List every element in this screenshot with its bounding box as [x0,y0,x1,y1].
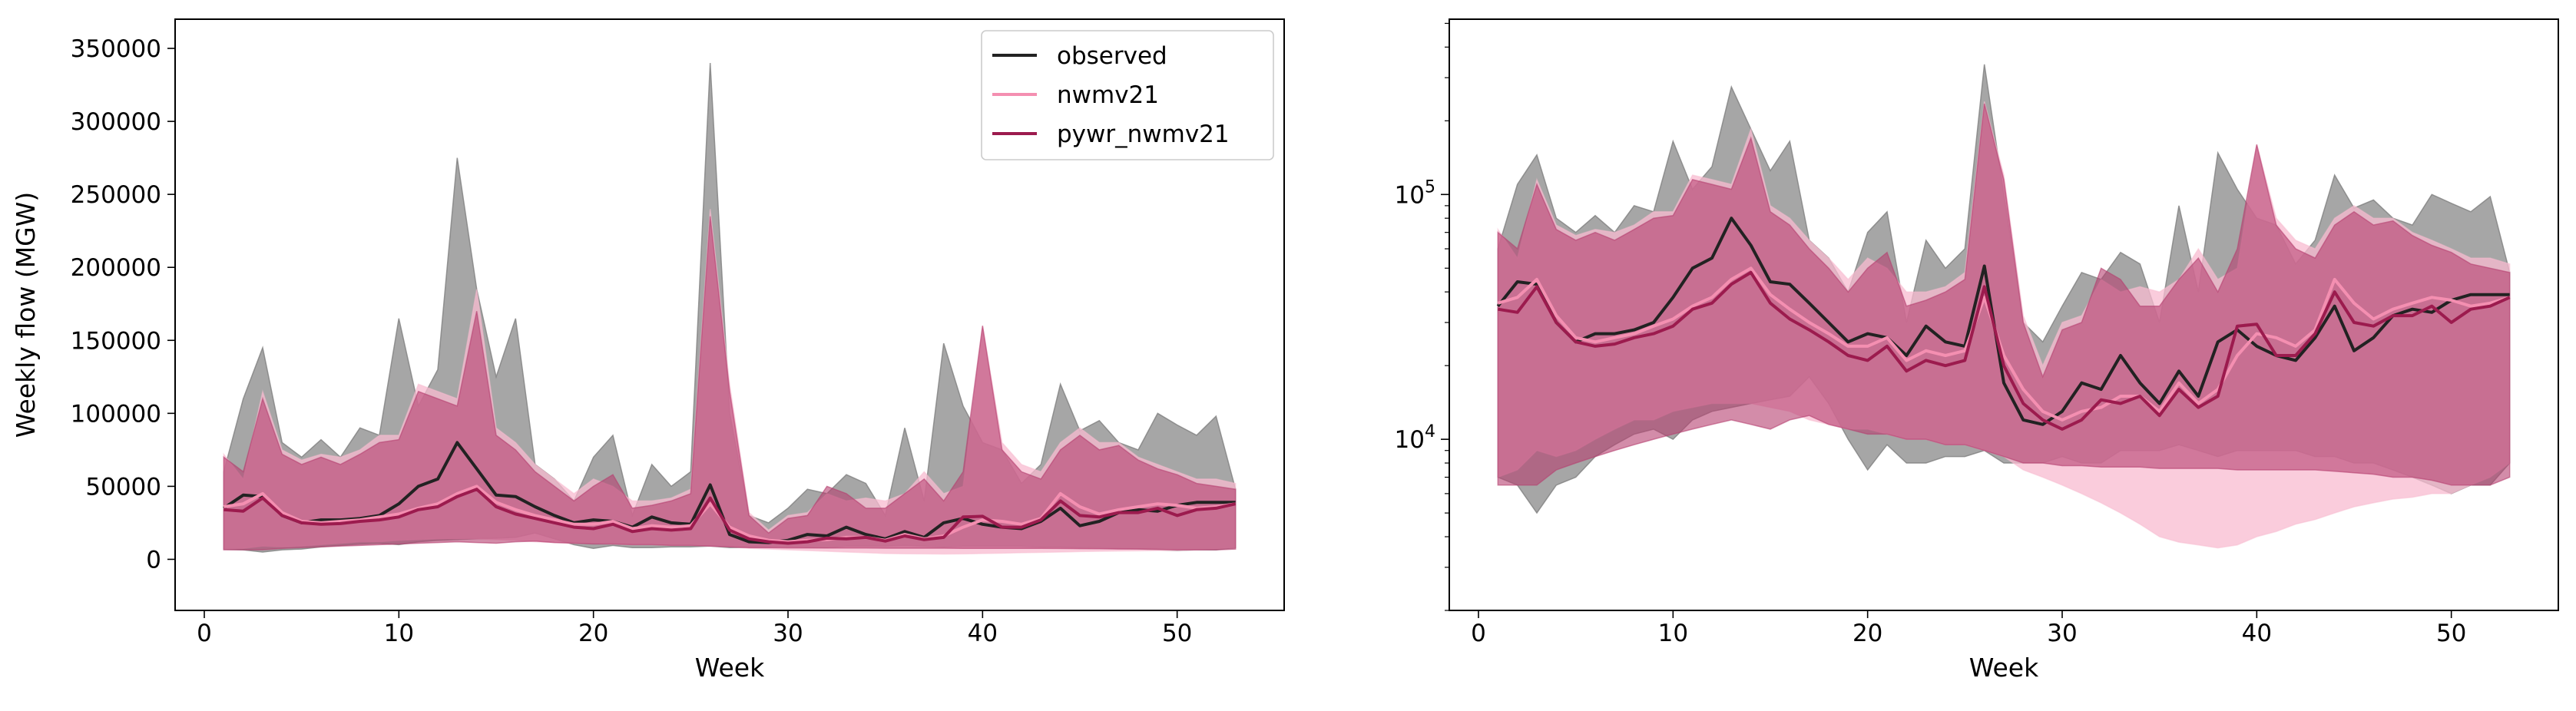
y-tick-label: 50000 [85,473,161,501]
y-tick-label: 0 [146,546,161,574]
x-tick-label: 10 [384,620,414,647]
x-tick-label: 30 [773,620,803,647]
nwmv21-line [1497,266,2511,422]
y-tick-label: 200000 [71,254,161,282]
x-tick-label: 50 [2436,620,2466,647]
observed-line [223,441,1236,544]
legend-label-nwmv21: nwmv21 [1057,81,1159,109]
x-axis-label: Week [695,653,765,683]
x-axis-label: Week [1969,653,2039,683]
x-tick-label: 0 [1471,620,1486,647]
x-tick-label: 40 [2242,620,2272,647]
y-tick-label: 100000 [71,400,161,428]
y-tick-label: 350000 [71,35,161,63]
x-tick-label: 40 [968,620,998,647]
y-tick-label: 250000 [71,181,161,209]
axes-frame [1449,18,2559,611]
x-tick-label: 20 [578,620,608,647]
linear-flow-chart: 0 10 20 30 40 50 Week 0 50000 100000 150000 200000 2… [11,18,1285,683]
x-tick-label: 50 [1162,620,1192,647]
y-tick-label: 104 [1395,422,1435,454]
x-tick-label: 10 [1658,620,1688,647]
x-tick-label: 20 [1853,620,1882,647]
pywr-nwmv21-line [1497,270,2511,431]
legend-label-observed: observed [1057,42,1167,70]
y-tick-label: 150000 [71,327,161,355]
legend [981,30,1274,160]
pywr-nwmv21-line [223,488,1237,545]
x-tick-label: 30 [2047,620,2077,647]
axes-frame [174,18,1285,611]
legend-label-pywr-nwmv21: pywr_nwmv21 [1057,121,1230,148]
y-tick-label: 105 [1395,177,1435,209]
x-tick-label: 0 [197,620,212,647]
pywr-nwmv21-band [1497,103,2511,486]
log-flow-chart: 0 10 20 30 40 50 Week 104 105 [1395,18,2559,683]
y-axis-label: Weekly flow (MGW) [11,192,41,438]
y-tick-label: 300000 [71,108,161,136]
observed-line [1496,217,2510,426]
